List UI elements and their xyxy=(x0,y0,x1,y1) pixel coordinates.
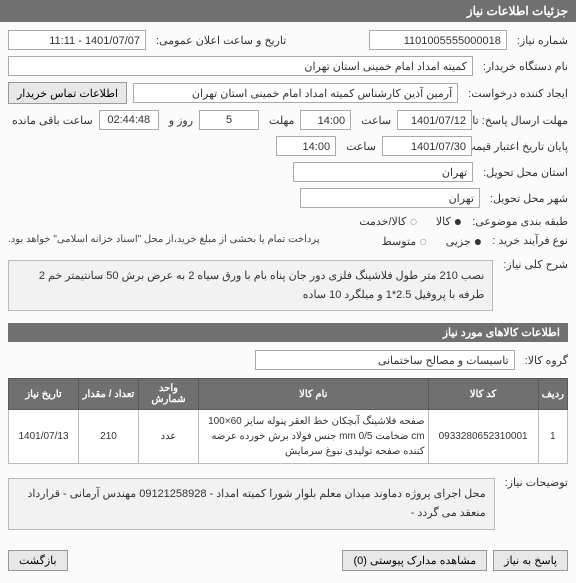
goods-sub-header: اطلاعات کالاهای مورد نیاز xyxy=(8,323,568,342)
radio-filled-icon: ● xyxy=(474,234,482,248)
contact-button[interactable]: اطلاعات تماس خریدار xyxy=(8,82,127,104)
left-days: 5 xyxy=(199,110,259,130)
extra-desc-label: توضیحات نیاز: xyxy=(501,472,568,489)
panel-title: جزئیات اطلاعات نیاز xyxy=(467,4,568,18)
reply-button[interactable]: پاسخ به نیاز xyxy=(493,550,568,571)
th-date: تاریخ نیاز xyxy=(9,379,79,410)
announce-label: تاریخ و ساعت اعلان عمومی: xyxy=(152,34,286,47)
cell-code: 0933280652310001 xyxy=(428,410,538,464)
row-service-type: طبقه بندی موضوعی: ● کالا ○ کالا/خدمت xyxy=(8,214,568,228)
deadline-date: 1401/07/12 xyxy=(397,110,472,130)
radio-medium[interactable]: ○ متوسط xyxy=(382,234,428,248)
cell-qty: 210 xyxy=(79,410,139,464)
table-row: 1 0933280652310001 صفحه فلاشینگ آبچکان خ… xyxy=(9,410,568,464)
city-value: تهران xyxy=(300,188,480,208)
desc-label: شرح کلی نیاز: xyxy=(499,254,568,271)
radio-empty-icon: ○ xyxy=(419,234,427,248)
row-extra-desc: توضیحات نیاز: محل اجرای پروژه دماوند مید… xyxy=(8,472,568,535)
payment-note: پرداخت تمام یا بخشی از مبلغ خرید،از محل … xyxy=(8,234,376,245)
row-validity: پایان تاریخ اعتبار قیمت: تا تاریخ: 1401/… xyxy=(8,136,568,156)
org-label: نام دستگاه خریدار: xyxy=(479,60,568,73)
buy-radio-group: ● جزیی ○ متوسط xyxy=(382,234,483,248)
deadline-label: مهلت ارسال پاسخ: تا تاریخ: xyxy=(478,114,568,127)
row-desc: شرح کلی نیاز: نصب 210 متر طول فلاشینگ فل… xyxy=(8,254,568,317)
need-no-value: 1101005555000018 xyxy=(369,30,507,50)
radio-filled-icon: ● xyxy=(454,214,462,228)
goods-table: ردیف کد کالا نام کالا واحد شمارش تعداد /… xyxy=(8,378,568,464)
service-radio-group: ● کالا ○ کالا/خدمت xyxy=(359,214,462,228)
th-code: کد کالا xyxy=(428,379,538,410)
th-unit: واحد شمارش xyxy=(139,379,199,410)
service-label: طبقه بندی موضوعی: xyxy=(468,215,568,228)
cell-date: 1401/07/13 xyxy=(9,410,79,464)
left-days-label: روز و xyxy=(165,114,193,127)
row-need-announce: شماره نیاز: 1101005555000018 تاریخ و ساع… xyxy=(8,30,568,50)
row-creator: ایجاد کننده درخواست: آرمین آذین کارشناس … xyxy=(8,82,568,104)
main-panel: جزئیات اطلاعات نیاز شماره نیاز: 11010055… xyxy=(0,0,576,583)
validity-date: 1401/07/30 xyxy=(382,136,472,156)
validity-time: 14:00 xyxy=(276,136,336,156)
cell-name: صفحه فلاشینگ آبچکان خط العقر پنوله سایز … xyxy=(199,410,429,464)
back-button[interactable]: بازگشت xyxy=(8,550,68,571)
desc-box: نصب 210 متر طول فلاشینگ فلزی دور جان پنا… xyxy=(8,260,493,311)
row-buy-type: نوع فرآیند خرید : ● جزیی ○ متوسط پرداخت … xyxy=(8,234,568,248)
creator-value: آرمین آذین کارشناس کمیته امداد امام خمین… xyxy=(133,83,458,103)
radio-service-label: کالا/خدمت xyxy=(359,215,406,228)
radio-service[interactable]: ○ کالا/خدمت xyxy=(359,214,418,228)
radio-goods[interactable]: ● کالا xyxy=(436,214,462,228)
left-time: 02:44:48 xyxy=(99,110,159,130)
row-group: گروه کالا: تاسیسات و مصالح ساختمانی xyxy=(8,350,568,370)
content-area: شماره نیاز: 1101005555000018 تاریخ و ساع… xyxy=(0,22,576,583)
panel-header: جزئیات اطلاعات نیاز xyxy=(0,0,576,22)
table-header-row: ردیف کد کالا نام کالا واحد شمارش تعداد /… xyxy=(9,379,568,410)
city-label: شهر محل تحویل: xyxy=(486,192,568,205)
extra-desc-box: محل اجرای پروژه دماوند میدان معلم بلوار … xyxy=(8,478,495,529)
footer-buttons: پاسخ به نیاز مشاهده مدارک پیوستی (0) باز… xyxy=(8,542,568,575)
province-value: تهران xyxy=(293,162,473,182)
province-label: استان محل تحویل: xyxy=(479,166,568,179)
left-suffix: ساعت باقی مانده xyxy=(8,114,93,127)
radio-empty-icon: ○ xyxy=(409,214,417,228)
row-province: استان محل تحویل: تهران xyxy=(8,162,568,182)
buy-type-label: نوع فرآیند خرید : xyxy=(488,234,568,247)
validity-time-label: ساعت xyxy=(342,140,376,153)
radio-medium-label: متوسط xyxy=(382,235,417,248)
radio-partial-label: جزیی xyxy=(446,235,471,248)
radio-goods-label: کالا xyxy=(436,215,451,228)
creator-label: ایجاد کننده درخواست: xyxy=(464,87,568,100)
cell-unit: عدد xyxy=(139,410,199,464)
row-deadline: مهلت ارسال پاسخ: تا تاریخ: 1401/07/12 سا… xyxy=(8,110,568,130)
attachments-button[interactable]: مشاهده مدارک پیوستی (0) xyxy=(342,550,487,571)
radio-partial[interactable]: ● جزیی xyxy=(446,234,483,248)
group-value: تاسیسات و مصالح ساختمانی xyxy=(255,350,515,370)
announce-value: 1401/07/07 - 11:11 xyxy=(8,30,146,50)
deadline-time: 14:00 xyxy=(300,110,351,130)
th-qty: تعداد / مقدار xyxy=(79,379,139,410)
org-value: کمیته امداد امام خمینی استان تهران xyxy=(8,56,473,76)
row-org: نام دستگاه خریدار: کمیته امداد امام خمین… xyxy=(8,56,568,76)
need-no-label: شماره نیاز: xyxy=(513,34,568,47)
th-row: ردیف xyxy=(538,379,567,410)
cell-n: 1 xyxy=(538,410,567,464)
deadline-time-label: ساعت xyxy=(357,114,391,127)
th-name: نام کالا xyxy=(199,379,429,410)
row-city: شهر محل تحویل: تهران xyxy=(8,188,568,208)
validity-label: پایان تاریخ اعتبار قیمت: تا تاریخ: xyxy=(478,140,568,153)
group-label: گروه کالا: xyxy=(521,354,568,367)
hours-word: مهلت xyxy=(265,114,294,127)
